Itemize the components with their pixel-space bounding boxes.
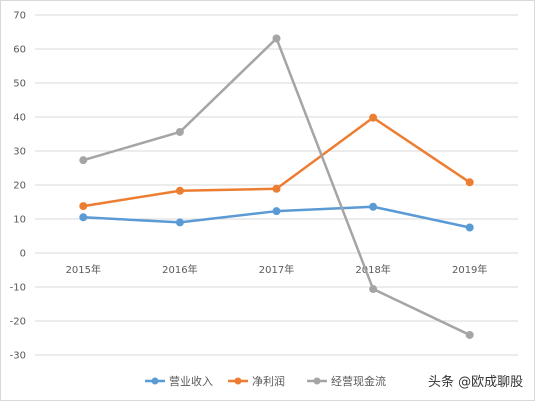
x-tick-label: 2016年	[162, 263, 197, 276]
y-tick-label: -20	[10, 317, 26, 328]
data-point	[465, 178, 474, 187]
x-tick-label: 2018年	[355, 263, 390, 276]
data-point	[272, 184, 281, 193]
data-point	[369, 285, 378, 294]
data-point	[79, 213, 88, 222]
legend-item: 营业收入	[145, 374, 213, 388]
y-tick-label: 50	[13, 79, 26, 90]
data-point	[465, 330, 474, 339]
y-tick-label: 30	[13, 147, 26, 158]
legend-item: 净利润	[228, 374, 285, 388]
data-point	[79, 202, 88, 211]
series-3	[79, 34, 474, 339]
data-point	[272, 207, 281, 216]
x-tick-label: 2017年	[259, 263, 294, 276]
series-1	[79, 202, 474, 232]
series-2	[79, 113, 474, 211]
data-point	[175, 218, 184, 227]
watermark: 头条 @欧成聊股	[428, 374, 523, 390]
series-group	[79, 34, 474, 339]
data-point	[79, 156, 88, 165]
legend-swatch-marker	[234, 377, 242, 385]
y-tick-label: 0	[20, 249, 26, 260]
legend-swatch-marker	[313, 377, 321, 385]
watermark-handle: @欧成聊股	[458, 375, 523, 390]
x-tick-label: 2019年	[452, 263, 487, 276]
x-tick-label: 2015年	[66, 263, 101, 276]
data-point	[175, 127, 184, 136]
data-point	[369, 113, 378, 122]
y-tick-label: 60	[13, 45, 26, 56]
legend-item: 经营现金流	[307, 374, 386, 388]
data-point	[369, 202, 378, 211]
data-point	[272, 34, 281, 43]
legend-label: 营业收入	[169, 374, 213, 388]
y-tick-label: 40	[13, 113, 26, 124]
y-tick-label: -30	[10, 351, 26, 362]
legend-swatch-marker	[151, 377, 159, 385]
data-point	[465, 223, 474, 232]
data-point	[175, 186, 184, 195]
legend-label: 经营现金流	[331, 374, 386, 388]
y-tick-label: 10	[13, 215, 26, 226]
legend-label: 净利润	[252, 374, 285, 388]
y-axis-ticks: 70 60 50 40 30 20 10 0 -10 -20 -30	[10, 11, 26, 362]
y-tick-label: 70	[13, 11, 26, 22]
legend: 营业收入 净利润 经营现金流	[145, 374, 386, 388]
watermark-prefix: 头条	[428, 374, 454, 390]
y-tick-label: -10	[10, 283, 26, 294]
y-tick-label: 20	[13, 181, 26, 192]
